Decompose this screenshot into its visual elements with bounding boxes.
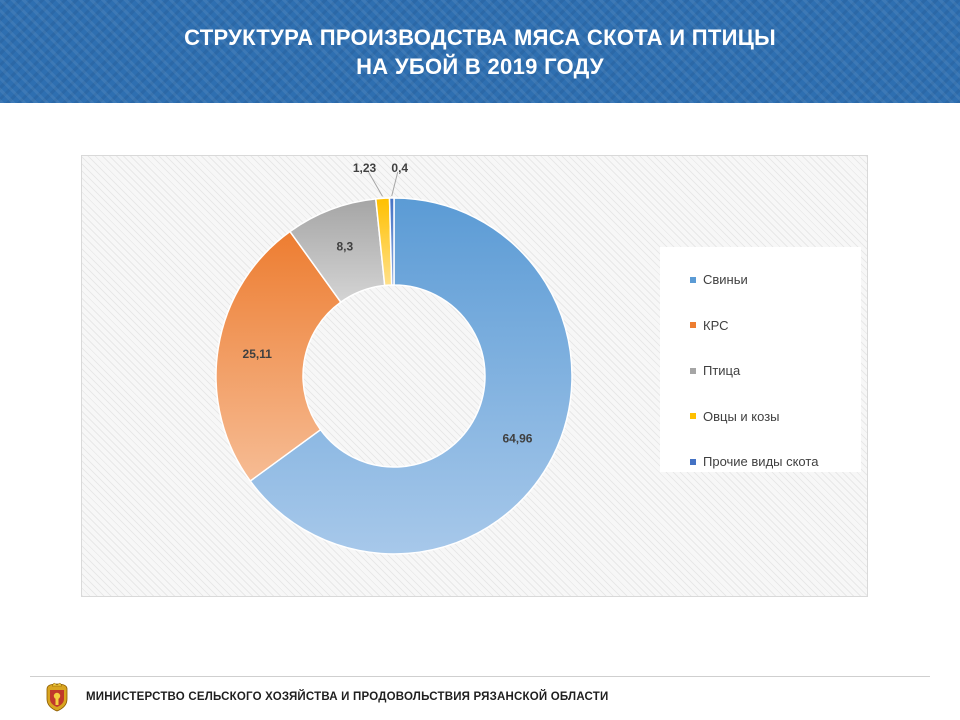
data-label-svini: 64,96 (502, 432, 532, 446)
leader-line-prochie (391, 171, 399, 197)
legend-item-ptitsa: Птица (690, 348, 861, 394)
slice-prochie (388, 197, 395, 286)
legend-swatch (690, 458, 696, 465)
data-label-prochie: 0,4 (391, 161, 408, 175)
data-label-ovtsy-i-kozy: 1,23 (353, 161, 377, 175)
legend-label: Свиньи (703, 272, 748, 288)
legend-item-ovtsy-i-kozy: Овцы и козы (690, 394, 861, 440)
legend-label: Овцы и козы (703, 408, 780, 424)
legend-item-svini: Свиньи (690, 257, 861, 303)
slice-krs (215, 230, 342, 483)
coat-of-arms-icon (46, 682, 68, 712)
data-label-ptitsa: 8,3 (336, 240, 353, 254)
footer: МИНИСТЕРСТВО СЕЛЬСКОГО ХОЗЯЙСТВА И ПРОДО… (44, 680, 608, 714)
title-banner: СТРУКТУРА ПРОИЗВОДСТВА МЯСА СКОТА И ПТИЦ… (0, 0, 960, 103)
legend-label: Птица (703, 363, 741, 379)
chart-legend: Свиньи КРС Птица Овцы и козы Прочие виды… (660, 247, 861, 472)
slice-svini (249, 197, 573, 555)
legend-swatch (690, 322, 696, 329)
legend-swatch (690, 367, 696, 374)
footer-divider (30, 676, 930, 677)
legend-label: Прочие виды скота (703, 454, 819, 470)
legend-item-prochie: Прочие виды скота (690, 439, 861, 485)
legend-item-krs: КРС (690, 303, 861, 349)
legend-label: КРС (703, 317, 729, 333)
page-title-line-2: НА УБОЙ В 2019 ГОДУ (356, 53, 604, 79)
leader-line-ovtsy-i-kozy (368, 171, 383, 197)
legend-swatch (690, 413, 696, 420)
page-title-line-1: СТРУКТУРА ПРОИЗВОДСТВА МЯСА СКОТА И ПТИЦ… (184, 24, 776, 50)
ministry-name: МИНИСТЕРСТВО СЕЛЬСКОГО ХОЗЯЙСТВА И ПРОДО… (86, 691, 609, 703)
legend-swatch (690, 276, 696, 283)
data-label-krs: 25,11 (243, 347, 273, 361)
